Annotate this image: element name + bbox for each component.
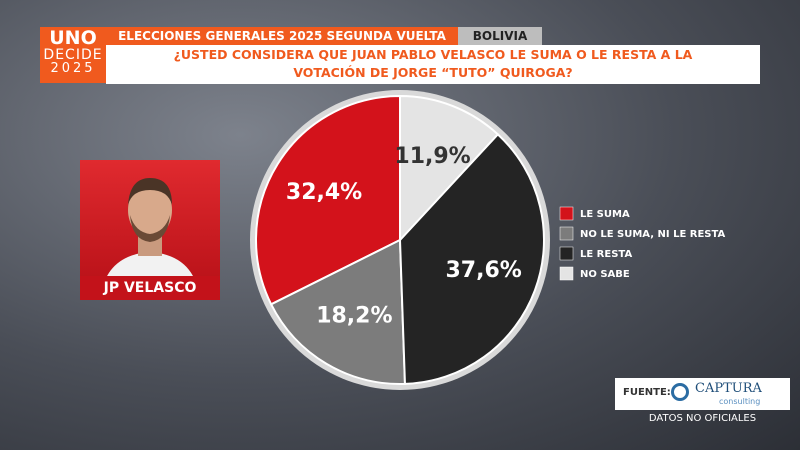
pie-slice: [398, 132, 545, 385]
question-line: VOTACIÓN DE JORGE “TUTO” QUIROGA?: [293, 65, 573, 80]
source-brand-sub: consulting: [719, 397, 761, 406]
pie-slice: [399, 94, 500, 243]
legend-label: NO SABE: [580, 269, 630, 280]
question-line: ¿USTED CONSIDERA QUE JUAN PABLO VELASCO …: [173, 47, 693, 62]
candidate-name: JP VELASCO: [80, 276, 220, 300]
source-label: FUENTE:: [623, 387, 671, 398]
pie-slice: [255, 94, 401, 306]
data-label: 11,9%: [394, 144, 470, 169]
logo-line: DECIDE: [43, 47, 103, 63]
question: ¿USTED CONSIDERA QUE JUAN PABLO VELASCO …: [106, 45, 760, 84]
header-title: ELECCIONES GENERALES 2025 SEGUNDA VUELTA: [106, 27, 458, 45]
legend-label: NO LE SUMA, NI LE RESTA: [580, 229, 726, 240]
legend-swatch: [559, 226, 574, 241]
source-box: FUENTE: CAPTURA consulting: [615, 378, 790, 410]
source-brand: CAPTURA: [695, 381, 762, 396]
legend-swatch: [559, 206, 574, 221]
header-country: BOLIVIA: [458, 27, 542, 45]
legend-label: LE SUMA: [580, 209, 630, 220]
data-label: 18,2%: [316, 304, 392, 329]
legend-swatch: [559, 246, 574, 261]
candidate-photo: JP VELASCO: [80, 160, 220, 300]
legend-label: LE RESTA: [580, 249, 632, 260]
logo: UNO DECIDE 2025: [40, 27, 106, 83]
data-label: 32,4%: [286, 180, 362, 205]
logo-line: 2025: [50, 61, 96, 76]
data-label: 37,6%: [446, 258, 522, 283]
legend-swatch: [559, 266, 574, 281]
pie-slice: [269, 238, 407, 385]
source-note: DATOS NO OFICIALES: [648, 413, 757, 424]
source-icon: [671, 383, 689, 401]
logo-line: UNO: [49, 27, 97, 49]
